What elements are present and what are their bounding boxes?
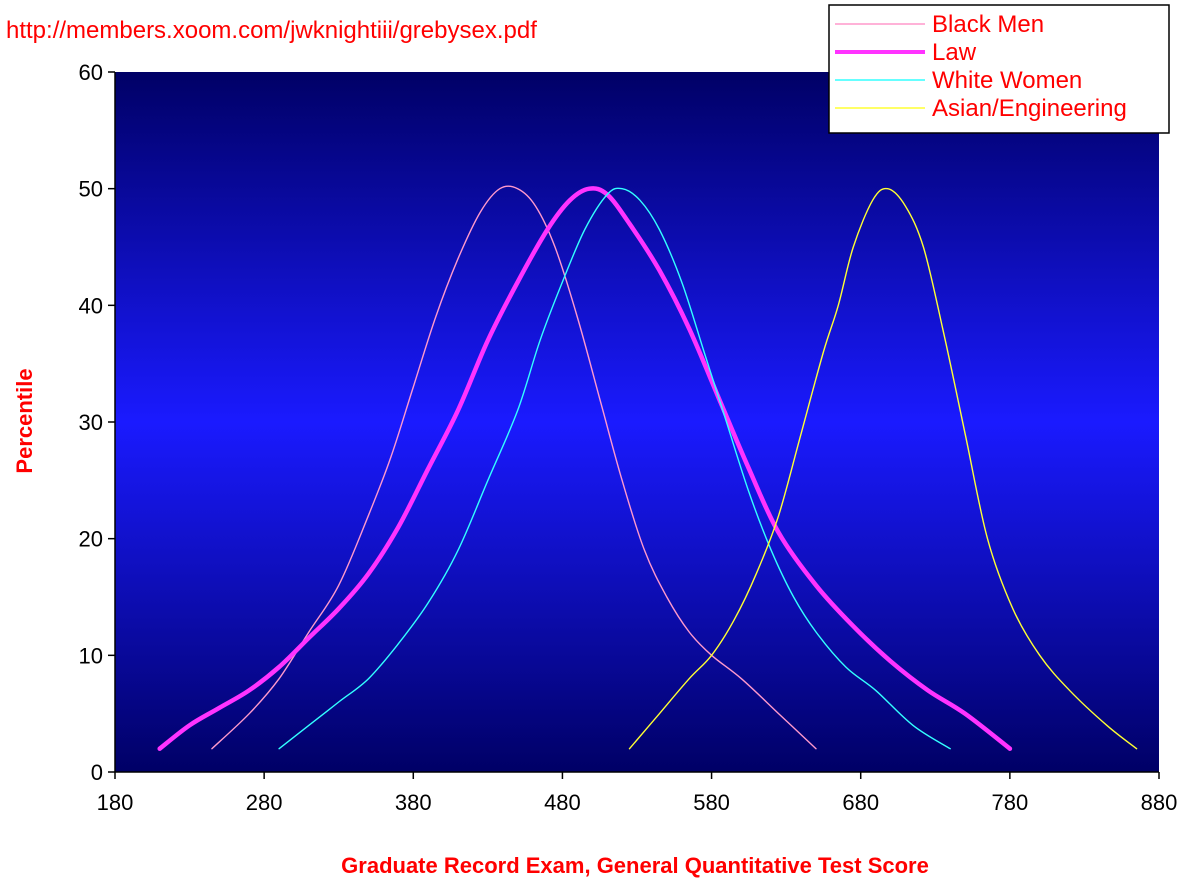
y-tick-label: 40	[79, 293, 103, 318]
series-line-asian-engineering	[628, 187, 1138, 750]
y-axis-title: Percentile	[12, 368, 37, 473]
series-line-law	[157, 186, 1013, 751]
plot-area	[115, 72, 1159, 772]
y-tick-label: 60	[79, 60, 103, 85]
y-tick-label: 0	[91, 760, 103, 785]
x-axis-ticks: 180 280 380 480 580 680 780 880	[97, 772, 1178, 815]
series-line-white-women	[278, 187, 951, 750]
x-tick-label: 280	[246, 790, 283, 815]
legend-box	[828, 4, 1170, 134]
x-tick-label: 880	[1141, 790, 1178, 815]
series-line-black-men	[211, 185, 817, 750]
x-tick-label: 780	[991, 790, 1028, 815]
legend-label-black-men: Black Men	[932, 11, 1044, 38]
x-tick-label: 180	[97, 790, 134, 815]
legend-label-law: Law	[932, 39, 977, 66]
x-tick-label: 580	[693, 790, 730, 815]
x-axis-title: Graduate Record Exam, General Quantitati…	[341, 853, 929, 878]
y-tick-label: 50	[79, 177, 103, 202]
x-tick-label: 680	[842, 790, 879, 815]
series-layer	[157, 185, 1138, 751]
legend-label-white-women: White Women	[932, 67, 1082, 94]
x-tick-label: 480	[544, 790, 581, 815]
legend-label-asian-engineering: Asian/Engineering	[932, 95, 1127, 122]
x-tick-label: 380	[395, 790, 432, 815]
y-tick-label: 10	[79, 643, 103, 668]
y-tick-label: 20	[79, 527, 103, 552]
y-axis-ticks: 0 10 20 30 40 50 60	[79, 60, 115, 785]
y-tick-label: 30	[79, 410, 103, 435]
source-url-text: http://members.xoom.com/jwknightiii/greb…	[6, 17, 537, 44]
